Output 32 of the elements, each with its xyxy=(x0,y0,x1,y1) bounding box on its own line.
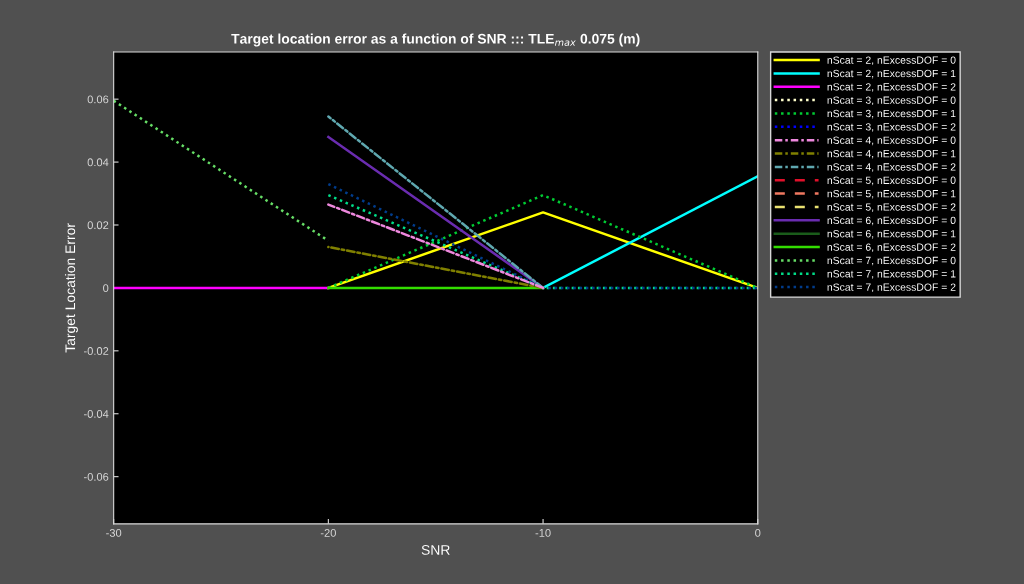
y-tick-label: -0.06 xyxy=(83,472,109,481)
legend-label: nScat = 6, nExcessDOF = 1 xyxy=(827,230,956,239)
legend-label: nScat = 4, nExcessDOF = 1 xyxy=(827,149,956,159)
legend-label: nScat = 7, nExcessDOF = 2 xyxy=(827,283,956,293)
y-tick-label: 0 xyxy=(103,284,109,293)
legend-label: nScat = 4, nExcessDOF = 2 xyxy=(827,163,956,172)
legend-label: nScat = 6, nExcessDOF = 0 xyxy=(827,216,956,226)
x-tick-label: -20 xyxy=(320,529,336,537)
y-tick-label: 0.04 xyxy=(87,158,109,167)
chart-title: Target location error as a function of SNR ::: TLE$_{max}$ 0.075 (m) xyxy=(231,33,640,47)
y-tick-label: 0.06 xyxy=(87,95,109,104)
x-tick-label: -10 xyxy=(535,529,551,537)
legend-label: nScat = 3, nExcessDOF = 0 xyxy=(827,96,956,106)
legend-label: nScat = 2, nExcessDOF = 2 xyxy=(827,83,956,92)
legend-label: nScat = 5, nExcessDOF = 0 xyxy=(827,176,956,186)
y-axis-title: Target Location Error xyxy=(64,223,78,353)
x-tick-label: 0 xyxy=(755,529,761,537)
y-tick-label: -0.04 xyxy=(83,410,109,418)
legend-label: nScat = 7, nExcessDOF = 0 xyxy=(827,256,956,266)
legend-label: nScat = 2, nExcessDOF = 0 xyxy=(827,56,956,66)
legend-label: nScat = 7, nExcessDOF = 1 xyxy=(827,270,956,279)
legend-label: nScat = 5, nExcessDOF = 2 xyxy=(827,203,956,212)
x-tick-label: -30 xyxy=(106,529,122,537)
legend-label: nScat = 4, nExcessDOF = 0 xyxy=(827,136,956,146)
legend-label: nScat = 6, nExcessDOF = 2 xyxy=(827,243,956,253)
x-axis-title: SNR xyxy=(421,544,450,555)
y-tick-label: -0.02 xyxy=(83,347,109,355)
legend-label: nScat = 2, nExcessDOF = 1 xyxy=(827,69,956,79)
legend-label: nScat = 3, nExcessDOF = 1 xyxy=(827,109,956,119)
y-tick-label: 0.02 xyxy=(87,221,109,230)
legend-label: nScat = 5, nExcessDOF = 1 xyxy=(827,189,956,199)
legend-label: nScat = 3, nExcessDOF = 2 xyxy=(827,123,956,132)
